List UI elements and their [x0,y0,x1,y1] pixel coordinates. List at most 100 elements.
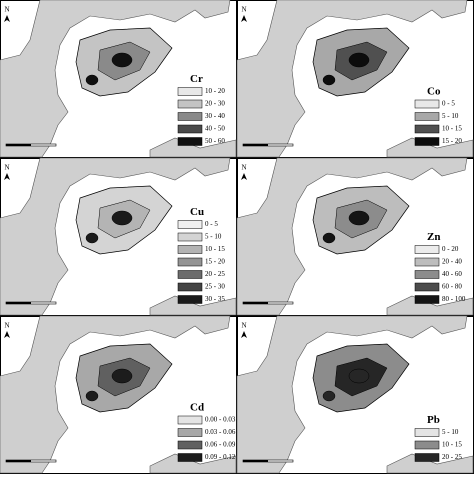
scale-bar [243,144,268,146]
legend-title: Cr [190,73,203,85]
north-label: N [241,6,246,14]
contour-zone [111,210,133,226]
contour-zone [348,368,370,384]
contour-zone [348,210,370,226]
legend-label: 50 - 60 [205,137,225,145]
legend-swatch [177,112,203,121]
legend-label: 15 - 20 [205,258,225,266]
legend-swatch [414,428,440,437]
scale-bar [243,460,268,462]
contour-zone [111,52,133,68]
contour-zone [322,232,336,244]
legend-label: 30 - 35 [205,295,225,303]
legend-swatch [177,87,203,96]
land [0,0,231,158]
legend-label: 20 - 25 [442,453,462,461]
legend-swatch [177,453,203,462]
legend-label: 0.06 - 0.09 [205,441,236,449]
land [149,295,237,316]
north-label: N [241,322,246,330]
legend-label: 80 - 100 [442,295,466,303]
legend-label: 5 - 10 [442,112,459,120]
north-label: N [4,164,9,172]
legend-label: 0 - 5 [205,220,218,228]
legend-swatch [414,440,440,450]
contour-zone [111,368,133,384]
legend-swatch [177,415,203,425]
legend-swatch [177,257,203,267]
land [149,137,237,158]
legend-title: Co [427,86,441,98]
legend-swatch [414,295,440,304]
legend-title: Cu [190,206,204,218]
legend-swatch [414,453,440,462]
legend-label: 10 - 20 [205,87,225,95]
contour-zone [85,232,99,244]
legend-swatch [414,124,440,134]
legend-swatch [414,282,440,292]
legend-swatch [177,220,203,229]
legend-label: 60 - 80 [442,283,462,291]
north-label: N [4,322,9,330]
land [0,157,231,316]
north-arrow [241,173,247,180]
map-panel: N Zn0 - 20 20 - 40 40 - 60 60 - 80 80 - 100 [236,157,474,316]
legend-swatch [414,137,440,146]
legend-label: 10 - 15 [442,441,462,449]
legend-label: 0 - 20 [442,245,459,253]
legend-title: Cd [190,402,204,414]
legend-title: Pb [427,414,440,426]
contour-zone [85,390,99,402]
legend-swatch [177,232,203,242]
north-label: N [241,164,246,172]
land [149,453,237,474]
legend-label: 30 - 40 [205,112,225,120]
legend-label: 10 - 15 [205,245,225,253]
scale-bar [6,302,31,304]
contour-zone [85,74,99,86]
legend-swatch [177,245,203,254]
scale-bar [243,302,268,304]
north-arrow [4,173,10,180]
map-panel: N Co0 - 5 5 - 10 10 - 15 15 - 20 [236,0,474,158]
land [236,157,468,316]
legend-label: 20 - 25 [205,270,225,278]
legend-swatch [177,124,203,134]
scale-bar [6,144,31,146]
north-label: N [4,6,9,14]
legend-label: 5 - 10 [205,233,222,241]
legend-label: 15 - 20 [442,137,462,145]
legend-label: 40 - 60 [442,270,462,278]
legend-title: Zn [427,231,440,243]
legend-label: 0.00 - 0.03 [205,416,236,424]
land [0,315,231,474]
land [386,295,474,316]
legend-label: 25 - 30 [205,283,225,291]
scale-bar [6,460,31,462]
legend-label: 0 - 5 [442,100,455,108]
legend-swatch [177,99,203,109]
land [386,137,474,158]
legend-label: 0.09 - 0.12 [205,453,236,461]
legend-swatch [414,112,440,121]
land [236,0,468,158]
legend-swatch [414,245,440,254]
legend-swatch [177,137,203,146]
contour-zone [322,390,336,402]
legend-label: 20 - 30 [205,100,225,108]
legend-swatch [177,270,203,279]
legend-label: 20 - 40 [442,258,462,266]
legend-label: 5 - 10 [442,428,459,436]
legend-swatch [177,282,203,292]
map-panel: N Cu0 - 5 5 - 10 10 - 15 15 - 20 20 - 25 25 - … [0,157,237,316]
map-panel: N Pb5 - 10 10 - 15 20 - 25 [236,315,474,474]
legend-label: 0.03 - 0.06 [205,428,236,436]
legend-swatch [414,257,440,267]
legend-swatch [177,428,203,437]
legend-label: 10 - 15 [442,125,462,133]
legend-swatch [414,270,440,279]
legend-swatch [177,295,203,304]
legend-swatch [177,440,203,450]
contour-zone [348,52,370,68]
